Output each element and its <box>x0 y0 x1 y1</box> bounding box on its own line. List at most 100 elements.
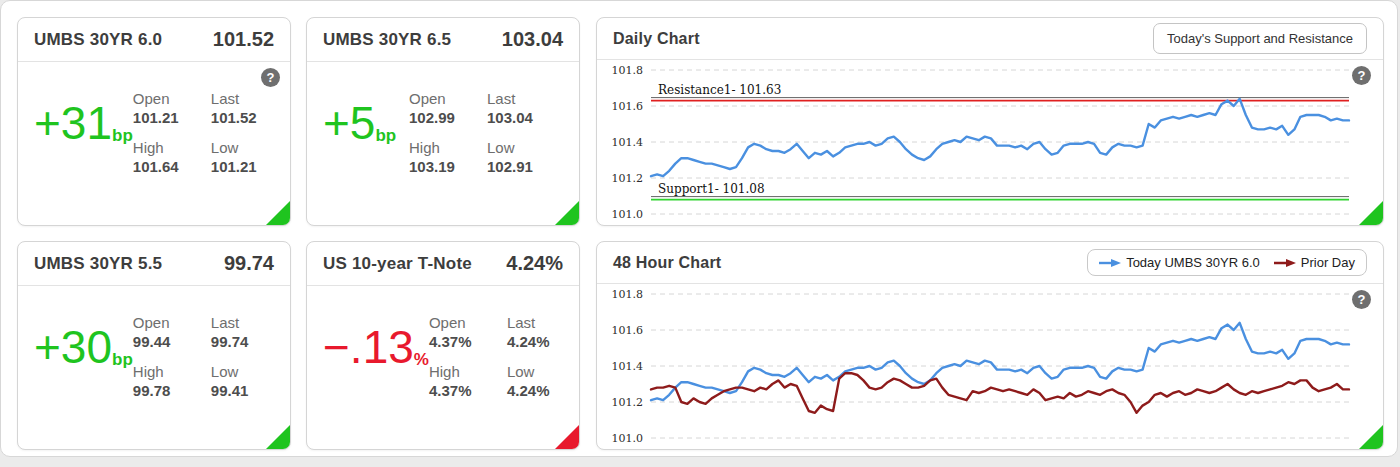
last-label: Last <box>507 314 580 331</box>
card-body: +30bp Open99.44 Last99.74 High99.78 Low9… <box>18 286 290 450</box>
y-axis-tick-label: 101.0 <box>612 432 644 445</box>
series-line <box>651 323 1349 400</box>
low-value: 101.21 <box>211 158 285 175</box>
y-axis-tick-label: 101.0 <box>612 208 644 221</box>
chart-legend[interactable]: Today UMBS 30YR 6.0 Prior Day <box>1087 249 1367 276</box>
last-value: 99.74 <box>211 333 285 350</box>
instrument-title: UMBS 30YR 5.5 <box>34 254 162 274</box>
legend-label: Prior Day <box>1301 255 1355 270</box>
y-axis-tick-label: 101.8 <box>612 64 644 77</box>
trend-corner-icon <box>264 424 291 450</box>
instrument-price: 101.52 <box>213 28 274 51</box>
help-icon[interactable]: ? <box>1352 66 1371 85</box>
legend-item[interactable]: Prior Day <box>1274 255 1355 270</box>
low-label: Low <box>507 363 580 380</box>
card-body: −.13% Open4.37% Last4.24% High4.37% Low4… <box>307 286 579 450</box>
y-axis-tick-label: 101.4 <box>612 360 644 373</box>
help-icon[interactable]: ? <box>1352 290 1371 309</box>
y-axis-tick-label: 101.6 <box>612 100 644 113</box>
open-value: 102.99 <box>409 109 483 126</box>
instrument-price: 4.24% <box>506 252 563 275</box>
instrument-title: UMBS 30YR 6.0 <box>34 30 162 50</box>
last-label: Last <box>487 90 561 107</box>
quote-card-umbs-30yr-6.0: UMBS 30YR 6.0 101.52 ? +31bp Open101.21 … <box>17 17 291 226</box>
high-label: High <box>429 363 503 380</box>
high-value: 99.78 <box>133 382 207 399</box>
change-unit: bp <box>112 127 133 144</box>
open-value: 101.21 <box>133 109 207 126</box>
trend-corner-icon <box>264 200 291 226</box>
dashboard-container: UMBS 30YR 6.0 101.52 ? +31bp Open101.21 … <box>0 0 1398 457</box>
high-label: High <box>409 139 483 156</box>
annotation-label: Support1- 101.08 <box>658 182 765 196</box>
quote-card-umbs-30yr-5.5: UMBS 30YR 5.5 99.74 +30bp Open99.44 Last… <box>17 241 291 450</box>
y-axis-tick-label: 101.2 <box>612 396 644 409</box>
low-label: Low <box>211 363 285 380</box>
last-label: Last <box>211 314 285 331</box>
instrument-title: UMBS 30YR 6.5 <box>323 30 451 50</box>
help-icon[interactable]: ? <box>261 68 280 87</box>
y-axis-tick-label: 101.8 <box>612 288 644 301</box>
low-value: 102.91 <box>487 158 561 175</box>
card-header: UMBS 30YR 5.5 99.74 <box>18 242 290 286</box>
change-unit: bp <box>112 351 133 368</box>
daily-chart-body: 101.8 101.6 101.4 101.2 101.0 Resistance1- 10… <box>597 60 1383 226</box>
card-header: US 10-year T-Note 4.24% <box>307 242 579 286</box>
high-label: High <box>133 139 207 156</box>
quote-card-umbs-30yr-6.5: UMBS 30YR 6.5 103.04 +5bp Open 102.99 Las… <box>306 17 580 226</box>
last-value: 103.04 <box>487 109 561 126</box>
panel-header: Daily Chart Today's Support and Resistan… <box>597 18 1383 60</box>
change-value: +31bp <box>34 100 133 175</box>
change-unit: bp <box>375 127 396 144</box>
high-value: 103.19 <box>409 158 483 175</box>
change-value: −.13% <box>323 324 429 399</box>
high-label: High <box>133 363 207 380</box>
support-resistance-button[interactable]: Today's Support and Resistance <box>1153 23 1367 54</box>
series-line <box>651 99 1349 176</box>
legend-marker-icon <box>1274 258 1296 268</box>
change-value: +5bp <box>323 100 409 175</box>
trend-corner-icon <box>553 424 580 450</box>
panel-header: 48 Hour Chart Today UMBS 30YR 6.0Prior D… <box>597 242 1383 284</box>
daily-chart-panel: Daily Chart Today's Support and Resistan… <box>596 17 1384 226</box>
trend-corner-icon <box>1357 424 1384 450</box>
instrument-price: 99.74 <box>224 252 274 275</box>
ohlc-stats: Open101.21 Last101.52 High101.64 Low101.… <box>133 90 285 175</box>
ohlc-stats: Open4.37% Last4.24% High4.37% Low4.24% <box>429 314 580 399</box>
open-label: Open <box>409 90 483 107</box>
instrument-price: 103.04 <box>502 28 563 51</box>
last-value: 101.52 <box>211 109 285 126</box>
legend-item[interactable]: Today UMBS 30YR 6.0 <box>1099 255 1260 270</box>
48hour-chart-body: 101.8 101.6 101.4 101.2 101.0 ? <box>597 284 1383 450</box>
change-unit: % <box>414 351 429 368</box>
48hour-chart-canvas[interactable]: 101.8 101.6 101.4 101.2 101.0 <box>597 284 1383 450</box>
low-value: 4.24% <box>507 382 580 399</box>
last-label: Last <box>211 90 285 107</box>
ohlc-stats: Open 102.99 Last 103.04 High 103.19 Low 102.… <box>409 90 561 175</box>
quote-card-us-10yr-tnote: US 10-year T-Note 4.24% −.13% Open4.37% … <box>306 241 580 450</box>
card-body: ? +31bp Open101.21 Last101.52 High101.64… <box>18 62 290 226</box>
legend-label: Today UMBS 30YR 6.0 <box>1126 255 1260 270</box>
y-axis-tick-label: 101.2 <box>612 172 644 185</box>
open-value: 99.44 <box>133 333 207 350</box>
card-header: UMBS 30YR 6.5 103.04 <box>307 18 579 62</box>
legend-marker-icon <box>1099 258 1121 268</box>
ohlc-stats: Open99.44 Last99.74 High99.78 Low99.41 <box>133 314 285 399</box>
y-axis-tick-label: 101.6 <box>612 324 644 337</box>
open-value: 4.37% <box>429 333 503 350</box>
y-axis-tick-label: 101.4 <box>612 136 644 149</box>
low-label: Low <box>487 139 561 156</box>
daily-chart-canvas[interactable]: 101.8 101.6 101.4 101.2 101.0 Resistance1- 10… <box>597 60 1383 226</box>
series-line <box>651 373 1349 413</box>
48hour-chart-panel: 48 Hour Chart Today UMBS 30YR 6.0Prior D… <box>596 241 1384 450</box>
low-label: Low <box>211 139 285 156</box>
change-value: +30bp <box>34 324 133 399</box>
annotation-label: Resistance1- 101.63 <box>658 83 781 97</box>
last-value: 4.24% <box>507 333 580 350</box>
instrument-title: US 10-year T-Note <box>323 254 472 274</box>
card-body: +5bp Open 102.99 Last 103.04 High 103.19 Lo… <box>307 62 579 226</box>
daily-chart-title: Daily Chart <box>613 30 700 48</box>
trend-corner-icon <box>1357 200 1384 226</box>
high-value: 4.37% <box>429 382 503 399</box>
low-value: 99.41 <box>211 382 285 399</box>
